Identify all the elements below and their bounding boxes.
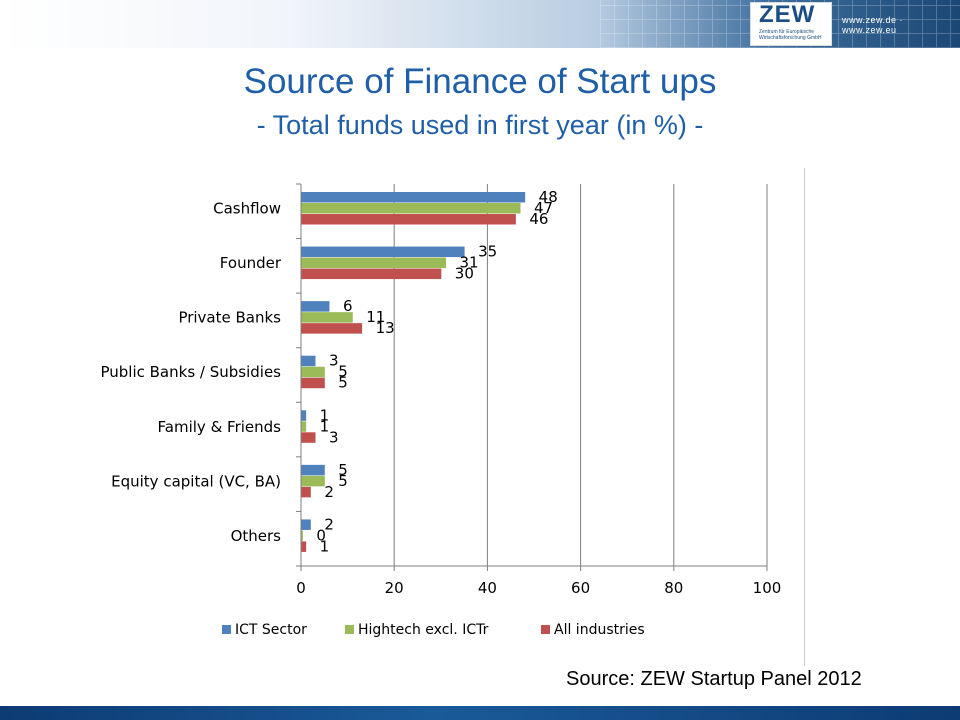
bar: [301, 257, 446, 269]
logo-subtext: Zentrum für Europäische Wirtschaftsforsc…: [759, 29, 822, 41]
data-label: 1: [320, 537, 330, 555]
x-tick-label: 100: [753, 579, 782, 597]
bar: [301, 475, 325, 487]
data-label: 1: [320, 406, 330, 424]
source-note: Source: ZEW Startup Panel 2012: [566, 668, 862, 690]
category-label: Founder: [220, 254, 282, 272]
bar: [301, 377, 325, 389]
bar: [301, 301, 330, 312]
bar: [301, 486, 311, 498]
bar: [301, 432, 316, 443]
data-label: 47: [534, 199, 553, 217]
header-url: www.zew.de · www.zew.eu: [842, 15, 904, 35]
bar: [301, 268, 442, 280]
data-label: 46: [529, 210, 548, 228]
divider-line: [804, 168, 805, 666]
data-label: 30: [455, 265, 474, 283]
data-label: 3: [329, 428, 339, 446]
bar: [301, 192, 526, 203]
legend-label: Hightech excl. ICTr: [358, 622, 489, 638]
data-label: 35: [478, 243, 497, 261]
category-label: Cashflow: [213, 200, 281, 218]
bar: [301, 410, 307, 421]
data-label: 48: [539, 188, 558, 206]
category-label: Public Banks / Subsidies: [100, 363, 281, 381]
footer-band: [0, 706, 960, 720]
slide-title: Source of Finance of Start ups: [243, 62, 717, 101]
bar: [301, 312, 353, 323]
data-label: 0: [316, 526, 326, 544]
bar: [301, 530, 303, 541]
bar: [301, 421, 307, 432]
data-label: 5: [338, 472, 348, 490]
category-label: Others: [231, 527, 282, 545]
legend-label: ICT Sector: [235, 622, 307, 638]
x-tick-label: 0: [296, 579, 306, 597]
legend-label: All industries: [554, 622, 645, 638]
data-label: 2: [324, 515, 334, 533]
legend-swatch: [345, 625, 354, 634]
category-label: Family & Friends: [158, 418, 282, 436]
x-tick-label: 80: [664, 579, 683, 597]
bar: [301, 366, 325, 378]
logo-text: ZEW: [759, 1, 816, 28]
data-label: 5: [338, 363, 348, 381]
bar: [301, 519, 311, 530]
bar: [301, 464, 325, 476]
x-tick-label: 60: [571, 579, 590, 597]
bar: [301, 323, 363, 334]
data-label: 1: [320, 417, 330, 435]
bar: [301, 214, 516, 225]
data-label: 5: [338, 461, 348, 479]
bar: [301, 246, 465, 258]
category-label: Equity capital (VC, BA): [111, 472, 281, 490]
data-label: 3: [329, 352, 339, 370]
data-label: 13: [376, 319, 395, 337]
legend-swatch: [222, 625, 231, 634]
data-label: 2: [324, 483, 334, 501]
category-label: Private Banks: [178, 309, 281, 327]
bar: [301, 355, 316, 367]
x-tick-label: 20: [385, 579, 404, 597]
data-label: 6: [343, 297, 353, 315]
data-label: 5: [338, 374, 348, 392]
x-tick-label: 40: [478, 579, 497, 597]
bar: [301, 541, 307, 552]
data-label: 31: [459, 254, 478, 272]
zew-logo: ZEW Zentrum für Europäische Wirtschaftsf…: [750, 1, 832, 46]
bar: [301, 203, 521, 214]
data-label: 11: [366, 308, 385, 326]
legend-swatch: [541, 625, 550, 634]
slide-subtitle: - Total funds used in first year (in %) …: [256, 110, 704, 140]
